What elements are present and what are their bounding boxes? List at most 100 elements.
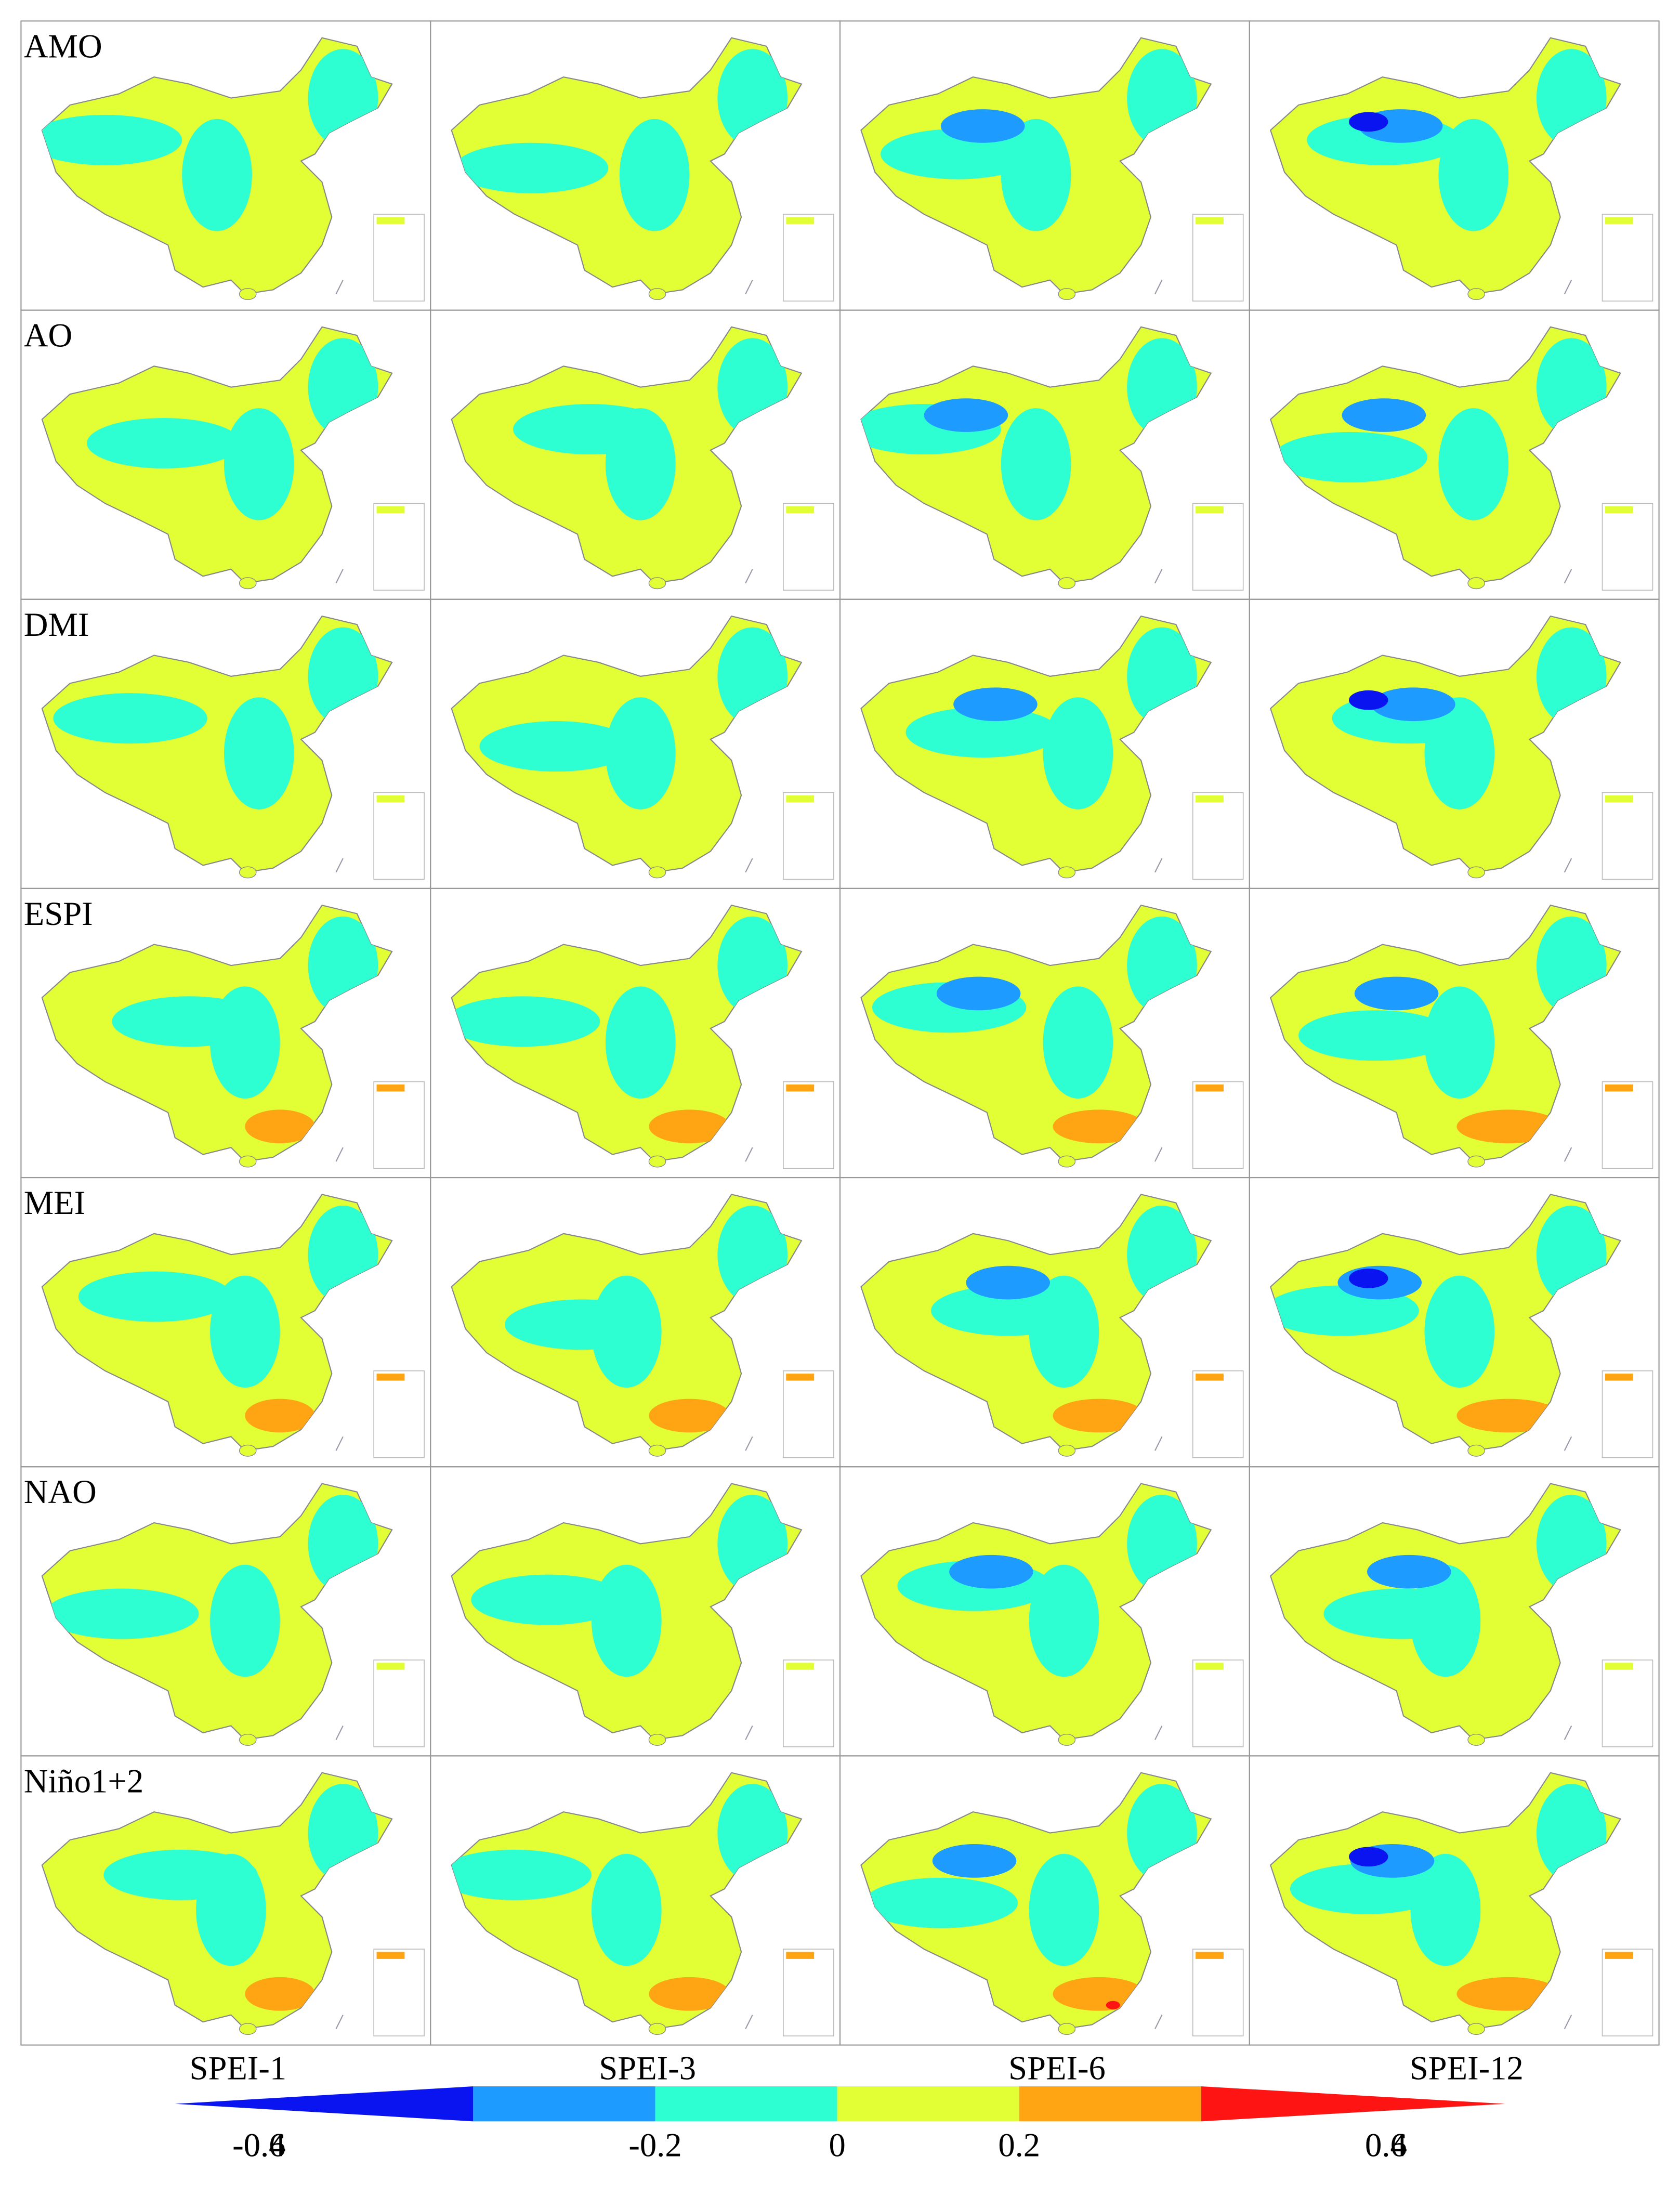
inset-dash xyxy=(335,569,344,584)
region xyxy=(308,916,378,1015)
inset-dash xyxy=(1154,280,1163,295)
hainan xyxy=(1058,288,1076,300)
inset-land xyxy=(376,1374,405,1381)
region xyxy=(619,119,690,231)
map-panel xyxy=(430,1466,841,1757)
region xyxy=(1127,627,1197,726)
region xyxy=(1424,986,1495,1099)
region xyxy=(182,119,252,231)
row-label: MEI xyxy=(24,1184,85,1221)
inset xyxy=(1192,1949,1244,2036)
colorbar-tick-label: 0.2 xyxy=(998,2126,1040,2164)
map-panel xyxy=(430,309,841,600)
region xyxy=(1349,112,1388,132)
inset-dash xyxy=(335,2015,344,2030)
inset-dash xyxy=(1154,1436,1163,1451)
hainan xyxy=(648,1444,666,1457)
map-panel xyxy=(430,20,841,311)
inset xyxy=(373,1949,425,2036)
map-panel xyxy=(20,309,431,600)
region xyxy=(940,109,1025,143)
inset xyxy=(1192,503,1244,591)
region xyxy=(1029,1564,1099,1677)
hainan xyxy=(1058,866,1076,879)
map-panel xyxy=(1249,1755,1660,2046)
region xyxy=(863,1877,1018,1928)
region xyxy=(591,1275,662,1388)
hainan xyxy=(1467,1155,1485,1168)
region xyxy=(1273,432,1427,482)
hainan xyxy=(1058,1733,1076,1746)
colorbar-segment xyxy=(837,2086,1019,2122)
inset-land xyxy=(1605,506,1633,514)
map-panel xyxy=(839,309,1250,600)
inset-land xyxy=(1196,1084,1224,1092)
region xyxy=(649,1977,730,2011)
inset-land xyxy=(1605,1084,1633,1092)
inset-dash xyxy=(1564,1725,1572,1740)
region xyxy=(1127,1784,1197,1882)
inset xyxy=(1602,792,1653,880)
region xyxy=(1029,1275,1099,1388)
region xyxy=(308,627,378,726)
region xyxy=(605,697,676,809)
inset xyxy=(373,1660,425,1747)
column-label: SPEI-12 xyxy=(1410,2049,1524,2087)
column-label: SPEI-3 xyxy=(599,2049,696,2087)
inset-land xyxy=(786,217,815,224)
inset-land xyxy=(1605,1663,1633,1670)
row-label: Niño1+2 xyxy=(24,1762,143,1799)
map-panel xyxy=(430,1177,841,1468)
region xyxy=(454,142,609,193)
hainan xyxy=(239,1155,257,1168)
inset-land xyxy=(786,795,815,803)
region xyxy=(717,1205,788,1304)
region xyxy=(210,1275,280,1388)
region xyxy=(1424,697,1495,809)
region xyxy=(451,996,600,1047)
hainan xyxy=(648,2023,666,2035)
map-panel xyxy=(1249,598,1660,889)
hainan xyxy=(1058,2023,1076,2035)
region xyxy=(1043,986,1113,1099)
inset xyxy=(1192,214,1244,302)
inset-land xyxy=(1196,217,1224,224)
inset-land xyxy=(376,1663,405,1670)
region xyxy=(245,1977,316,2011)
inset-dash xyxy=(1154,569,1163,584)
region xyxy=(717,338,788,436)
region xyxy=(1127,1495,1197,1593)
region xyxy=(1349,1847,1388,1867)
inset-dash xyxy=(1564,569,1572,584)
inset-dash xyxy=(1154,858,1163,873)
region xyxy=(1536,1205,1607,1304)
region xyxy=(1367,1554,1451,1589)
hainan xyxy=(648,866,666,879)
inset xyxy=(783,503,834,591)
hainan xyxy=(1058,1155,1076,1168)
map-panel xyxy=(1249,20,1660,311)
colorbar-tick-label: -0.4 xyxy=(232,2126,285,2164)
hainan xyxy=(239,577,257,590)
region xyxy=(936,976,1021,1011)
inset-dash xyxy=(745,2015,753,2030)
inset xyxy=(1192,1370,1244,1458)
region xyxy=(1001,119,1071,231)
inset xyxy=(1602,1081,1653,1169)
region xyxy=(905,707,1060,758)
map-panel xyxy=(20,20,431,311)
hainan xyxy=(1467,577,1485,590)
inset-dash xyxy=(1154,1147,1163,1162)
region xyxy=(949,1554,1033,1589)
colorbar-segment xyxy=(1019,2086,1201,2122)
map-panel xyxy=(839,887,1250,1179)
inset xyxy=(373,792,425,880)
inset xyxy=(783,1370,834,1458)
inset-land xyxy=(376,1084,405,1092)
region xyxy=(78,1271,233,1322)
inset xyxy=(783,1081,834,1169)
inset-dash xyxy=(1154,1725,1163,1740)
region xyxy=(1127,1205,1197,1304)
row-label: AO xyxy=(24,317,72,354)
